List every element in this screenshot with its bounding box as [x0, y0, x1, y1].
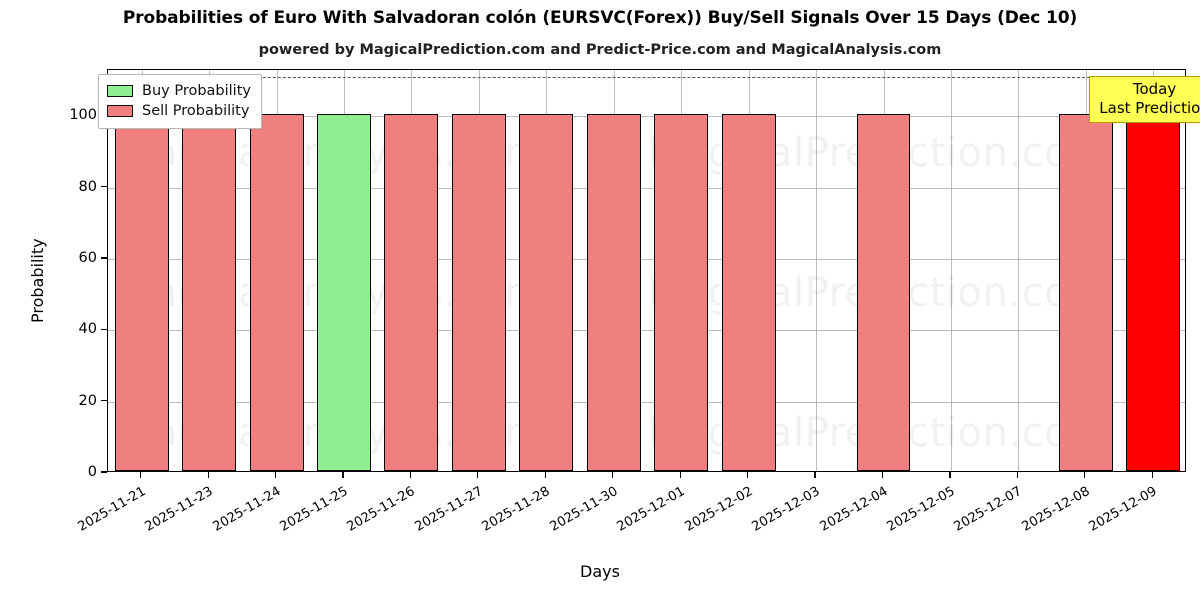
- x-tick-mark: [949, 472, 951, 478]
- gridline-horizontal: [108, 401, 1185, 403]
- bar-2025-11-27[interactable]: [451, 114, 506, 471]
- y-tick-mark: [101, 328, 107, 330]
- bar-2025-11-23[interactable]: [182, 114, 237, 471]
- legend-label-buy: Buy Probability: [142, 83, 251, 99]
- bar-2025-11-26[interactable]: [384, 114, 439, 471]
- bar-2025-12-01[interactable]: [654, 114, 709, 471]
- x-tick-mark: [612, 472, 614, 478]
- y-tick-label-100: 100: [69, 107, 97, 124]
- x-tick-mark: [747, 472, 749, 478]
- bar-2025-11-28[interactable]: [519, 114, 574, 471]
- x-tick-mark: [140, 472, 142, 478]
- x-tick-mark: [1151, 472, 1153, 478]
- today-annotation-line2: Last Prediction: [1099, 99, 1200, 117]
- bar-2025-12-02[interactable]: [721, 114, 776, 471]
- bar-2025-11-30[interactable]: [586, 114, 641, 471]
- legend-item-buy: Buy Probability: [107, 81, 251, 101]
- gridline-vertical: [1018, 70, 1020, 471]
- gridline-horizontal: [108, 330, 1185, 332]
- page-title: Probabilities of Euro With Salvadoran co…: [122, 8, 1078, 28]
- gridline-horizontal: [108, 259, 1185, 261]
- y-tick-label-60: 60: [78, 250, 97, 267]
- bar-2025-11-25[interactable]: [317, 114, 371, 471]
- today-annotation: Today Last Prediction: [1089, 76, 1200, 123]
- y-tick-mark: [101, 400, 107, 402]
- chart-subtitle: powered by MagicalPrediction.com and Pre…: [258, 42, 942, 58]
- y-tick-mark: [101, 471, 107, 473]
- x-tick-mark: [342, 472, 344, 478]
- legend-swatch-sell: [107, 105, 133, 117]
- gridline-vertical: [816, 70, 818, 471]
- x-tick-mark: [544, 472, 546, 478]
- bar-2025-11-24[interactable]: [249, 114, 304, 471]
- plot-inner: MagicalAnalysis.comMagicalAnalysis.comMa…: [108, 70, 1185, 471]
- x-tick-mark: [881, 472, 884, 478]
- y-tick-mark: [101, 257, 107, 259]
- x-axis-label: Days: [580, 562, 620, 581]
- plot-area: MagicalAnalysis.comMagicalAnalysis.comMa…: [107, 69, 1186, 472]
- x-tick-mark: [274, 472, 277, 478]
- y-tick-mark: [101, 186, 107, 188]
- x-tick-mark: [207, 472, 209, 478]
- gridline-horizontal: [108, 187, 1185, 189]
- legend-swatch-buy: [107, 85, 133, 97]
- y-tick-label-40: 40: [78, 321, 97, 338]
- y-tick-label-20: 20: [78, 392, 97, 409]
- x-tick-mark: [814, 472, 816, 478]
- x-tick-mark: [1016, 472, 1018, 478]
- y-tick-label-80: 80: [78, 178, 97, 195]
- y-tick-label-0: 0: [87, 464, 97, 480]
- legend-item-sell: Sell Probability: [107, 101, 251, 121]
- bar-2025-12-09[interactable]: [1126, 114, 1181, 471]
- threshold-dashed-line: [108, 77, 1185, 79]
- x-tick-mark: [679, 472, 681, 478]
- gridline-horizontal: [108, 116, 1185, 118]
- bar-2025-12-08[interactable]: [1058, 114, 1113, 471]
- gridline-vertical: [950, 70, 952, 471]
- today-annotation-line1: Today: [1132, 80, 1177, 98]
- legend-label-sell: Sell Probability: [142, 103, 250, 119]
- x-tick-mark: [409, 472, 412, 478]
- x-tick-mark: [477, 472, 479, 478]
- y-axis-label: Probability: [28, 237, 47, 323]
- bar-2025-11-21[interactable]: [114, 114, 169, 471]
- x-tick-mark: [1084, 472, 1086, 478]
- bar-2025-12-04[interactable]: [856, 114, 911, 471]
- chart-legend: Buy Probability Sell Probability: [98, 74, 262, 129]
